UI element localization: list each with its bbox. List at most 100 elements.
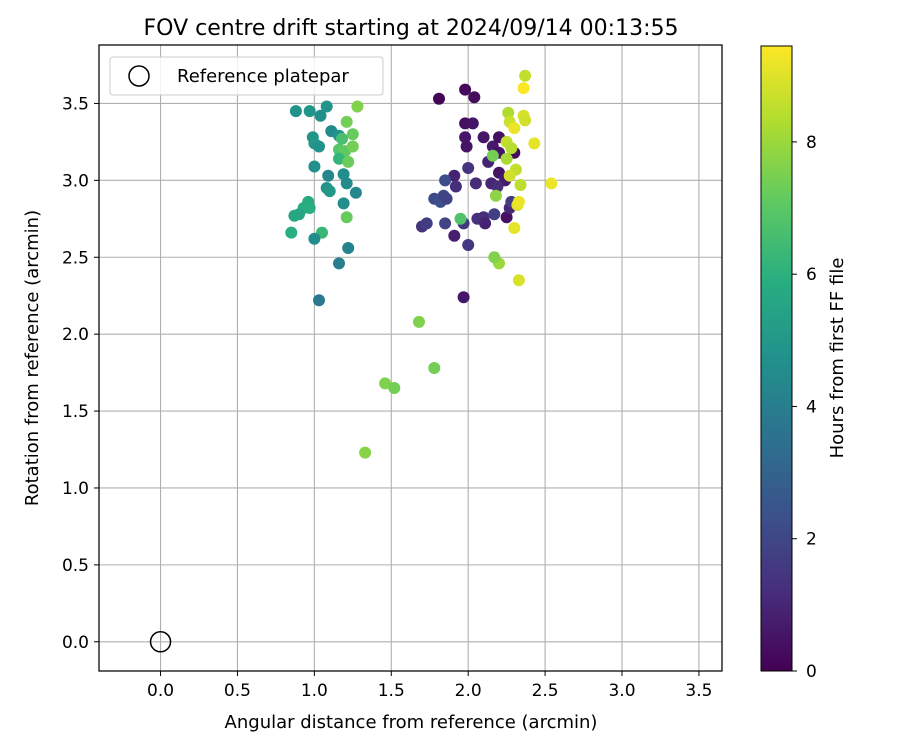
data-point (491, 180, 504, 193)
data-point (486, 149, 499, 162)
data-point (477, 131, 490, 144)
data-point (512, 274, 525, 287)
data-point (489, 189, 502, 202)
y-tick-label: 2.0 (62, 325, 89, 345)
data-point (388, 382, 401, 394)
data-point (439, 217, 452, 230)
legend-marker-reference (128, 65, 150, 87)
data-point (519, 69, 532, 82)
y-tick-label: 2.5 (62, 248, 89, 268)
data-point (505, 142, 518, 155)
reference-platepar-marker (149, 631, 172, 653)
data-point (500, 211, 513, 224)
colorbar-tick-label: 0 (806, 662, 817, 682)
data-point (488, 251, 501, 264)
x-axis-title: Angular distance from reference (arcmin) (225, 712, 598, 733)
x-tick-label: 1.0 (301, 681, 328, 701)
x-tick-label: 3.5 (685, 681, 712, 701)
data-point (469, 177, 482, 190)
data-point (313, 140, 325, 153)
data-points (285, 69, 558, 459)
plot-frame (98, 44, 723, 672)
data-point (519, 114, 532, 127)
data-point (433, 92, 445, 105)
data-point (351, 100, 364, 113)
data-point (314, 109, 327, 122)
data-point (448, 229, 461, 242)
data-point (413, 315, 425, 328)
data-point (460, 140, 473, 153)
data-point (288, 209, 301, 222)
data-point (313, 294, 325, 307)
data-point (303, 105, 316, 118)
colorbar-tick-label: 4 (806, 397, 817, 417)
data-point (454, 212, 467, 225)
data-point (342, 242, 355, 254)
data-point (517, 82, 530, 95)
data-point (508, 122, 521, 135)
data-point (342, 155, 355, 168)
data-point (479, 217, 492, 230)
data-point (459, 83, 472, 96)
colorbar-gradient (760, 45, 793, 672)
data-point (503, 169, 516, 182)
data-point (449, 180, 462, 193)
data-point (512, 195, 525, 208)
chart-title: FOV centre drift starting at 2024/09/14 … (144, 16, 679, 41)
y-tick-label: 3.5 (62, 94, 89, 114)
data-point (289, 105, 302, 118)
y-axis-ticks: 0.0 0.5 1.0 1.5 2.0 2.5 3.0 3.5 (62, 94, 99, 653)
x-tick-label: 3.0 (608, 681, 635, 701)
colorbar-tick-label: 2 (806, 530, 817, 550)
legend: Reference platepar (109, 56, 384, 96)
data-point (337, 197, 350, 210)
y-tick-label: 1.5 (62, 402, 89, 422)
data-point (468, 91, 481, 104)
colorbar-label: Hours from first FF file (827, 258, 848, 459)
data-point (488, 208, 501, 221)
data-point (462, 162, 475, 174)
data-point (340, 211, 353, 224)
data-point (508, 222, 521, 234)
colorbar: 0 2 4 6 8 Hours from first FF file (760, 45, 848, 682)
data-point (346, 128, 359, 141)
data-point (439, 174, 452, 187)
x-tick-label: 0.5 (224, 681, 251, 701)
y-tick-label: 3.0 (62, 171, 89, 191)
data-point (333, 152, 345, 165)
data-point (545, 177, 558, 190)
data-point (528, 137, 541, 150)
y-tick-label: 0.5 (62, 556, 89, 576)
data-point (308, 160, 321, 173)
data-point (285, 226, 298, 239)
data-point (340, 115, 353, 128)
colorbar-ticks: 0 2 4 6 8 (792, 133, 817, 682)
data-point (462, 239, 475, 251)
x-tick-label: 1.5 (378, 681, 405, 701)
data-point (320, 100, 333, 113)
x-tick-label: 2.5 (532, 681, 559, 701)
data-point (448, 169, 461, 182)
data-point (333, 257, 345, 270)
data-point (308, 232, 321, 245)
x-axis-ticks: 0.0 0.5 1.0 1.5 2.0 2.5 3.0 3.5 (147, 671, 712, 701)
data-point (336, 132, 348, 145)
data-point (340, 177, 353, 190)
colorbar-tick-label: 8 (806, 133, 817, 153)
data-point (420, 217, 433, 230)
data-point (514, 179, 527, 191)
data-point (428, 362, 441, 374)
y-axis-title: Rotation from reference (arcmin) (22, 210, 43, 506)
data-point (502, 106, 515, 119)
data-point (440, 192, 453, 205)
data-point (457, 291, 470, 304)
grid-lines (99, 45, 722, 671)
data-point (500, 152, 513, 165)
data-point (466, 117, 479, 130)
reference-marker-layer (149, 631, 172, 653)
data-point (379, 377, 392, 390)
data-point (337, 168, 350, 181)
x-tick-label: 2.0 (455, 681, 482, 701)
legend-box (109, 56, 384, 96)
